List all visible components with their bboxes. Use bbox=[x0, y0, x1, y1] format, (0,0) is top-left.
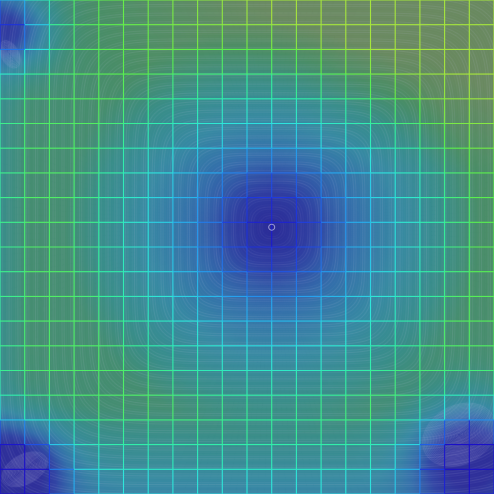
vortex-center-marker bbox=[268, 223, 276, 231]
